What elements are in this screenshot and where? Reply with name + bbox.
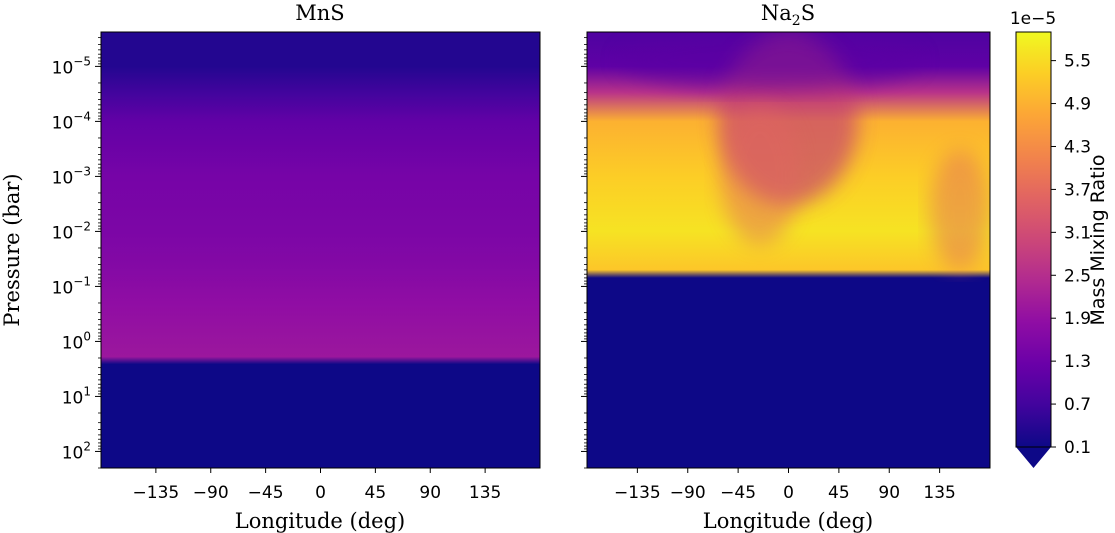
colorbar-tick-label: 0.1 bbox=[1064, 438, 1091, 458]
mns-y-axis: 10−5 10−4 10−3 10−2 10−1 100 101 102 bbox=[52, 37, 101, 469]
x-tick-label: −90 bbox=[670, 483, 706, 503]
colorbar-gradient bbox=[1016, 32, 1051, 447]
x-tick-label: −45 bbox=[720, 483, 756, 503]
x-tick-label: 45 bbox=[365, 483, 387, 503]
x-tick-label: −135 bbox=[133, 483, 180, 503]
x-tick-label: 135 bbox=[923, 483, 955, 503]
x-tick-label: −135 bbox=[614, 483, 661, 503]
colorbar-scale-label: 1e−5 bbox=[1010, 9, 1056, 29]
x-tick-label: 0 bbox=[783, 483, 794, 503]
y-tick-label: 10−1 bbox=[52, 274, 91, 298]
colorbar-tick-label: 2.5 bbox=[1064, 266, 1091, 286]
na2s-panel: Na2S −135 −90 −45 0 45 90 135 Longitude (deg) bbox=[581, 1, 991, 533]
mns-x-axis: −135 −90 −45 0 45 90 135 bbox=[133, 468, 501, 503]
colorbar-tick-label: 3.1 bbox=[1064, 223, 1091, 243]
y-tick-label: 10−2 bbox=[52, 219, 91, 243]
colorbar-min-extension bbox=[1016, 447, 1051, 468]
x-tick-label: 0 bbox=[315, 483, 326, 503]
y-tick-label: 10−5 bbox=[52, 54, 91, 78]
x-tick-label: 45 bbox=[828, 483, 850, 503]
y-tick-label: 10−3 bbox=[52, 164, 91, 188]
na2s-title: Na2S bbox=[761, 1, 815, 29]
na2s-x-axis-label: Longitude (deg) bbox=[703, 509, 873, 533]
y-tick-label: 100 bbox=[62, 329, 91, 353]
colorbar-tick-label: 0.7 bbox=[1064, 395, 1091, 415]
colorbar-ticks: 0.1 0.7 1.3 1.9 2.5 3.1 3.7 4.3 4.9 5.5 bbox=[1051, 52, 1091, 458]
x-tick-label: 90 bbox=[419, 483, 441, 503]
colorbar-tick-label: 5.5 bbox=[1064, 52, 1091, 72]
mns-panel: MnS −135 −90 −45 0 45 90 135 10−510−410−310−21… bbox=[0, 1, 541, 533]
colorbar-frame bbox=[1015, 31, 1052, 448]
mns-heatmap bbox=[101, 32, 540, 468]
colorbar-tick-label: 1.9 bbox=[1064, 309, 1091, 329]
mns-x-axis-label: Longitude (deg) bbox=[235, 509, 405, 533]
y-tick-label: 101 bbox=[62, 384, 91, 408]
na2s-x-axis: −135 −90 −45 0 45 90 135 bbox=[614, 468, 956, 503]
x-tick-label: 90 bbox=[878, 483, 900, 503]
colorbar: 1e−5 0.1 0.7 1.3 1.9 2.5 3.1 3.7 4.3 4.9 5.5 Mass… bbox=[1010, 9, 1109, 468]
y-tick-label: 10−4 bbox=[52, 109, 91, 133]
colorbar-tick-label: 4.9 bbox=[1064, 95, 1091, 115]
y-tick-label: 102 bbox=[62, 439, 91, 463]
y-axis-label: Pressure (bar) bbox=[0, 173, 24, 326]
na2s-y-axis bbox=[581, 37, 587, 469]
x-tick-label: 135 bbox=[469, 483, 501, 503]
colorbar-tick-label: 3.7 bbox=[1064, 180, 1091, 200]
na2s-heatmap-structure bbox=[620, 32, 990, 270]
colorbar-tick-label: 1.3 bbox=[1064, 352, 1091, 372]
x-tick-label: −45 bbox=[248, 483, 284, 503]
colorbar-tick-label: 4.3 bbox=[1064, 137, 1091, 157]
colorbar-label: Mass Mixing Ratio bbox=[1087, 155, 1109, 326]
x-tick-label: −90 bbox=[193, 483, 229, 503]
mns-title: MnS bbox=[295, 1, 344, 25]
